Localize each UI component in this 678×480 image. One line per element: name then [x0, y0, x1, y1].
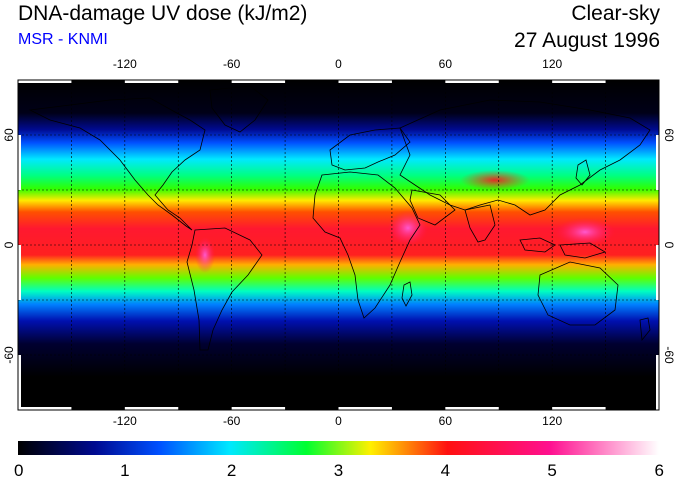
frame-tick	[445, 407, 499, 410]
longitude-tick-label: -120	[113, 414, 137, 428]
latitude-tick-label: -60	[2, 346, 16, 364]
map-frame	[17, 79, 660, 411]
source-label: MSR - KNMI	[18, 31, 108, 48]
colorbar-tick-label: 5	[547, 461, 556, 480]
frame-tick	[445, 80, 499, 83]
colorbar-tick-label: 1	[120, 461, 129, 480]
frame-tick	[552, 407, 606, 410]
map-title: DNA-damage UV dose (kJ/m2)	[18, 2, 308, 25]
graticule	[18, 80, 659, 410]
longitude-tick-label: 60	[439, 414, 453, 428]
longitude-tick-label: 0	[335, 414, 342, 428]
date-label: 27 August 1996	[514, 29, 660, 52]
frame-tick	[231, 407, 286, 410]
coastlines	[18, 85, 659, 396]
frame-tick	[656, 355, 659, 410]
frame-tick	[18, 245, 21, 300]
latitude-tick-label: 60	[2, 128, 16, 142]
latitude-tick-label: -60	[662, 346, 676, 364]
latitude-labels-left: 60 0 -60	[2, 128, 16, 364]
colorbar	[18, 441, 659, 455]
frame-tick	[338, 407, 392, 410]
frame-tick	[656, 135, 659, 190]
longitude-tick-label: 120	[542, 414, 562, 428]
uv-field-features	[195, 170, 615, 273]
longitude-tick-label: 60	[439, 57, 453, 71]
frame-tick	[338, 80, 392, 83]
frame-tick	[552, 80, 606, 83]
longitude-tick-label: 120	[542, 57, 562, 71]
frame-tick	[656, 245, 659, 300]
longitude-labels-top: -120 -60 0 60 120	[113, 57, 563, 71]
colorbar-tick-label: 3	[334, 461, 343, 480]
colorbar-tick-label: 6	[655, 461, 664, 480]
frame-tick	[124, 407, 179, 410]
latitude-tick-label: 60	[662, 128, 676, 142]
frame-tick	[231, 80, 286, 83]
frame-tick	[18, 80, 72, 83]
frame-tick	[18, 407, 72, 410]
colorbar-tick-label: 2	[227, 461, 236, 480]
frame-tick	[124, 80, 179, 83]
colorbar-labels: 0 1 2 3 4 5 6	[14, 461, 664, 480]
longitude-tick-label: -60	[223, 57, 241, 71]
colorbar-tick-label: 0	[14, 461, 23, 480]
latitude-tick-label: 0	[662, 242, 676, 249]
longitude-tick-label: -120	[113, 57, 137, 71]
frame-tick	[18, 355, 21, 410]
longitude-tick-label: 0	[335, 57, 342, 71]
latitude-labels-right: 60 0 -60	[662, 128, 676, 364]
latitude-tick-label: 0	[2, 241, 16, 248]
frame-tick	[18, 135, 21, 190]
longitude-tick-label: -60	[223, 414, 241, 428]
sky-condition-label: Clear-sky	[571, 2, 660, 25]
colorbar-tick-label: 4	[441, 461, 450, 480]
longitude-labels-bottom: -120 -60 0 60 120	[113, 414, 563, 428]
